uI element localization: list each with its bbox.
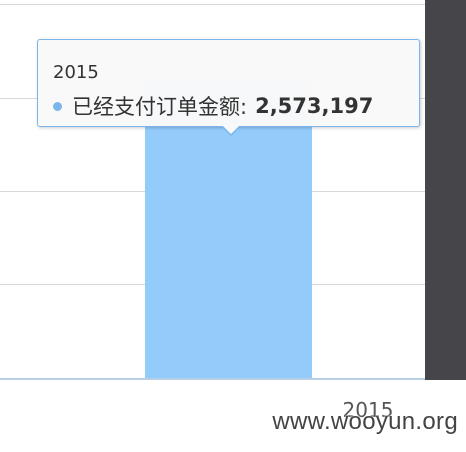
x-axis-line: [0, 378, 425, 380]
tooltip: 2015 已经支付订单金额: 2,573,197: [37, 39, 420, 127]
watermark: www.wooyun.org: [272, 408, 458, 435]
tooltip-value: 2,573,197: [255, 94, 374, 118]
tooltip-arrow-fill: [222, 125, 240, 134]
side-panel: [425, 0, 466, 380]
tooltip-row: 已经支付订单金额: 2,573,197: [53, 91, 373, 121]
series-dot-icon: [53, 101, 62, 111]
gridline: [0, 4, 425, 5]
tooltip-series-label: 已经支付订单金额:: [72, 95, 248, 119]
tooltip-title: 2015: [53, 62, 99, 83]
x-tick-label: 2015: [342, 398, 394, 422]
